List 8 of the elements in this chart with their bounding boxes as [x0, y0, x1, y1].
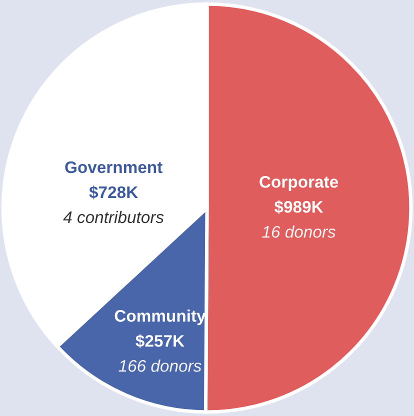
text: 16 donors — [262, 226, 336, 238]
data-label: $257K — [136, 334, 184, 348]
slice-label: Corporate — [260, 176, 338, 192]
data-label: $989K — [274, 200, 324, 214]
text: 166 donors — [118, 360, 202, 372]
data-label: $728K — [89, 186, 138, 200]
slice-label: Government — [65, 161, 162, 174]
text: 4 contributors — [63, 210, 164, 224]
